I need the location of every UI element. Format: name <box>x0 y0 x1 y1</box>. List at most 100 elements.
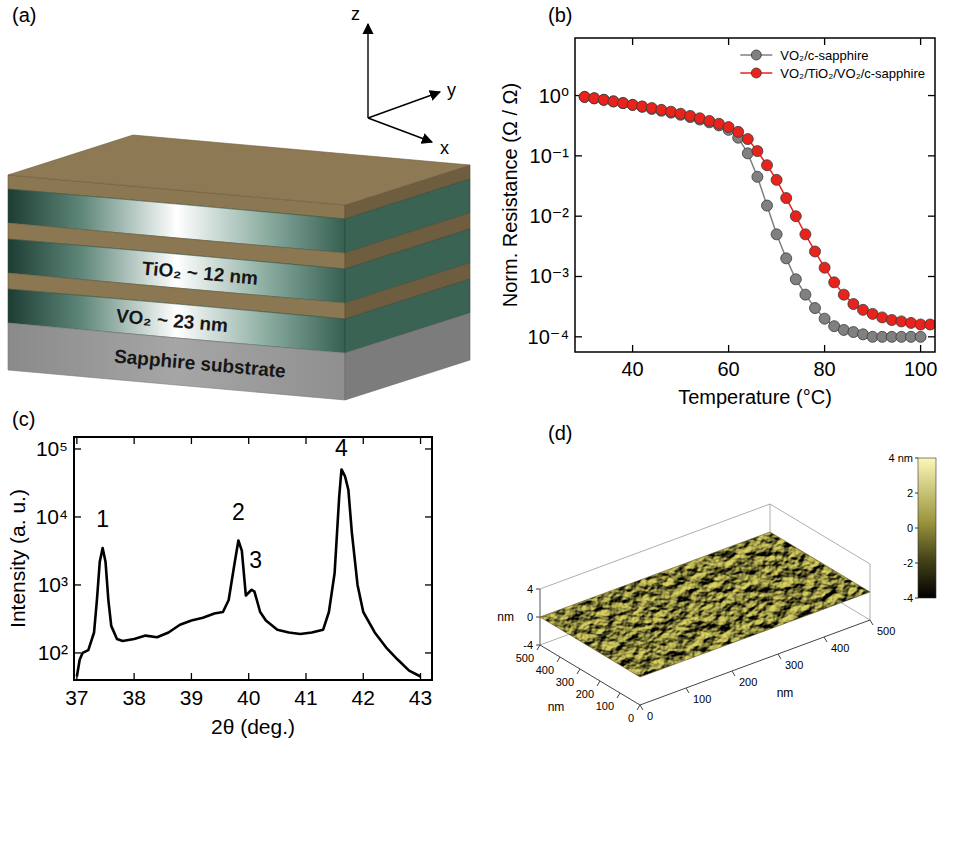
tick-mark <box>928 155 935 156</box>
tick-mark <box>536 617 540 618</box>
tick-label: 500 <box>877 625 895 637</box>
tick-mark <box>425 448 432 449</box>
tick-mark <box>420 437 421 444</box>
legend-label: VO₂/c-sapphire <box>780 48 868 63</box>
tick-mark <box>191 673 192 680</box>
tick-mark <box>597 681 600 686</box>
tick-mark <box>575 155 582 156</box>
data-point <box>618 98 629 109</box>
tick-mark <box>617 693 620 698</box>
axis-label: x <box>440 138 449 158</box>
tick-mark <box>305 673 306 680</box>
data-point <box>810 303 821 314</box>
tick-mark <box>74 516 81 517</box>
data-point <box>762 160 773 171</box>
x-arrow <box>368 118 432 142</box>
series-line <box>585 97 921 337</box>
tick-label: 10⁻⁴ <box>528 326 569 348</box>
tick-mark <box>728 38 729 45</box>
tick-mark <box>363 437 364 444</box>
tick-mark <box>363 673 364 680</box>
substrate-front <box>8 323 345 400</box>
panel-label: (c) <box>12 408 35 430</box>
top-surface <box>8 135 470 205</box>
data-point <box>598 94 609 105</box>
surface-edge <box>540 532 870 677</box>
data-point <box>598 94 609 105</box>
tick-mark <box>536 589 540 590</box>
annotation: 1 <box>96 506 109 532</box>
tick-label: 0 <box>628 712 634 724</box>
data-point <box>608 96 619 107</box>
z-arrow <box>367 24 368 118</box>
chart-panel: (c)3738394041424310²10³10⁴10⁵12342θ (deg… <box>6 408 433 738</box>
panel-label: (d) <box>548 422 572 444</box>
data-point <box>579 91 590 102</box>
tick-label: 100 <box>693 693 711 705</box>
tick-label: -4 <box>523 639 533 651</box>
series-group <box>77 469 421 676</box>
axis-title: Norm. Resistance (Ω / Ω) <box>499 83 521 307</box>
data-point <box>589 93 600 104</box>
tick-label: 10³ <box>38 573 68 596</box>
data-point <box>752 146 763 157</box>
tick-label: 4 nm <box>889 452 913 464</box>
tick-label: 40 <box>237 686 260 709</box>
tick-mark <box>133 673 134 680</box>
tick-label: 0 <box>527 611 533 623</box>
tick-label: -4 <box>903 592 913 604</box>
tick-mark <box>425 584 432 585</box>
data-point <box>790 274 801 285</box>
diagram-panel: (a)zyxTiO₂ ~ 12 nmVO₂ ~ 23 nmSapphire su… <box>8 4 470 400</box>
data-point <box>838 289 849 300</box>
tick-mark <box>915 528 918 529</box>
tick-mark <box>824 637 827 642</box>
tick-mark <box>928 95 935 96</box>
tick-label: 200 <box>739 676 757 688</box>
tick-mark <box>928 336 935 337</box>
tick-label: 41 <box>294 686 317 709</box>
data-point <box>896 316 907 327</box>
tick-mark <box>305 437 306 444</box>
data-point <box>646 103 657 114</box>
plot-frame <box>575 38 935 352</box>
tick-mark <box>824 38 825 45</box>
tick-label: 4 <box>527 583 533 595</box>
tick-mark <box>824 345 825 352</box>
tick-mark <box>536 645 540 646</box>
data-point <box>742 148 753 159</box>
tick-label: 300 <box>556 676 574 688</box>
series-line <box>77 469 421 676</box>
tick-label: 200 <box>576 688 594 700</box>
axis-label: z <box>351 4 360 24</box>
tick-mark <box>915 458 918 459</box>
data-point <box>627 99 638 110</box>
data-point <box>829 277 840 288</box>
data-point <box>848 327 859 338</box>
tick-mark <box>728 345 729 352</box>
data-point <box>800 229 811 240</box>
tick-mark <box>74 448 81 449</box>
tick-label: 38 <box>122 686 145 709</box>
data-point <box>666 106 677 117</box>
substrate-side <box>345 313 470 400</box>
afm-surface <box>538 530 872 679</box>
y-axis <box>540 645 640 705</box>
data-point <box>656 104 667 115</box>
tick-mark <box>928 216 935 217</box>
tick-label: 10⁻¹ <box>530 145 570 167</box>
data-point <box>838 324 849 335</box>
tick-mark <box>248 673 249 680</box>
annotation: 4 <box>335 435 348 461</box>
x-axis <box>640 620 870 705</box>
tick-mark <box>920 345 921 352</box>
tick-mark <box>74 584 81 585</box>
data-point <box>819 313 830 324</box>
axis-label: y <box>447 80 456 100</box>
tick-mark <box>575 336 582 337</box>
tick-label: 400 <box>831 642 849 654</box>
data-point <box>848 299 859 310</box>
tick-label: 2 <box>907 487 913 499</box>
tick-mark <box>778 654 781 659</box>
data-point <box>733 126 744 137</box>
